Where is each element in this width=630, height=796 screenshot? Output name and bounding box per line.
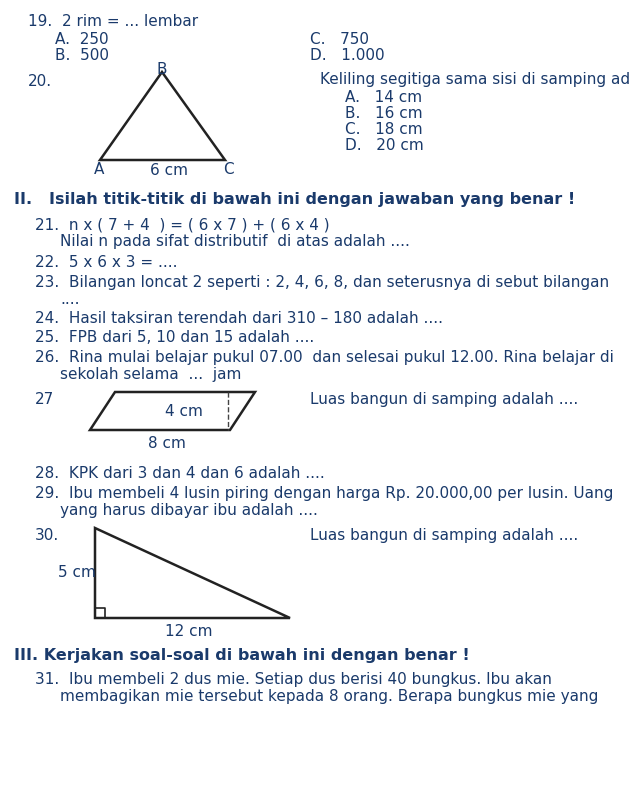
Text: Nilai n pada sifat distributif  di atas adalah ....: Nilai n pada sifat distributif di atas a… (60, 234, 410, 249)
Text: ....: .... (60, 292, 79, 307)
Text: D.   20 cm: D. 20 cm (345, 138, 424, 153)
Text: 8 cm: 8 cm (148, 436, 186, 451)
Text: B: B (156, 62, 166, 77)
Text: 28.  KPK dari 3 dan 4 dan 6 adalah ....: 28. KPK dari 3 dan 4 dan 6 adalah .... (35, 466, 324, 481)
Text: C.   750: C. 750 (310, 32, 369, 47)
Text: membagikan mie tersebut kepada 8 orang. Berapa bungkus mie yang: membagikan mie tersebut kepada 8 orang. … (60, 689, 598, 704)
Text: III. Kerjakan soal-soal di bawah ini dengan benar !: III. Kerjakan soal-soal di bawah ini den… (14, 648, 470, 663)
Text: 4 cm: 4 cm (165, 404, 203, 419)
Text: 6 cm: 6 cm (150, 163, 188, 178)
Text: 21.  n x ( 7 + 4  ) = ( 6 x 7 ) + ( 6 x 4 ): 21. n x ( 7 + 4 ) = ( 6 x 7 ) + ( 6 x 4 … (35, 217, 329, 232)
Text: 24.  Hasil taksiran terendah dari 310 – 180 adalah ....: 24. Hasil taksiran terendah dari 310 – 1… (35, 311, 443, 326)
Text: C.   18 cm: C. 18 cm (345, 122, 423, 137)
Text: C: C (223, 162, 234, 177)
Text: B.   16 cm: B. 16 cm (345, 106, 423, 121)
Text: 31.  Ibu membeli 2 dus mie. Setiap dus berisi 40 bungkus. Ibu akan: 31. Ibu membeli 2 dus mie. Setiap dus be… (35, 672, 552, 687)
Text: 19.  2 rim = ... lembar: 19. 2 rim = ... lembar (28, 14, 198, 29)
Text: 30.: 30. (35, 528, 59, 543)
Text: Keliling segitiga sama sisi di samping adalah: Keliling segitiga sama sisi di samping a… (320, 72, 630, 87)
Text: A.  250: A. 250 (55, 32, 108, 47)
Text: 27: 27 (35, 392, 54, 407)
Text: 5 cm: 5 cm (58, 565, 96, 580)
Text: Luas bangun di samping adalah ....: Luas bangun di samping adalah .... (310, 528, 578, 543)
Text: A: A (94, 162, 105, 177)
Text: B.  500: B. 500 (55, 48, 109, 63)
Text: D.   1.000: D. 1.000 (310, 48, 385, 63)
Text: 25.  FPB dari 5, 10 dan 15 adalah ....: 25. FPB dari 5, 10 dan 15 adalah .... (35, 330, 314, 345)
Text: yang harus dibayar ibu adalah ....: yang harus dibayar ibu adalah .... (60, 503, 318, 518)
Text: 22.  5 x 6 x 3 = ....: 22. 5 x 6 x 3 = .... (35, 255, 178, 270)
Text: 29.  Ibu membeli 4 lusin piring dengan harga Rp. 20.000,00 per lusin. Uang: 29. Ibu membeli 4 lusin piring dengan ha… (35, 486, 614, 501)
Text: 23.  Bilangan loncat 2 seperti : 2, 4, 6, 8, dan seterusnya di sebut bilangan: 23. Bilangan loncat 2 seperti : 2, 4, 6,… (35, 275, 609, 290)
Text: 20.: 20. (28, 74, 52, 89)
Text: sekolah selama  ...  jam: sekolah selama ... jam (60, 367, 241, 382)
Text: A.   14 cm: A. 14 cm (345, 90, 422, 105)
Text: II.   Isilah titik-titik di bawah ini dengan jawaban yang benar !: II. Isilah titik-titik di bawah ini deng… (14, 192, 575, 207)
Text: Luas bangun di samping adalah ....: Luas bangun di samping adalah .... (310, 392, 578, 407)
Text: 12 cm: 12 cm (165, 624, 212, 639)
Text: 26.  Rina mulai belajar pukul 07.00  dan selesai pukul 12.00. Rina belajar di: 26. Rina mulai belajar pukul 07.00 dan s… (35, 350, 614, 365)
